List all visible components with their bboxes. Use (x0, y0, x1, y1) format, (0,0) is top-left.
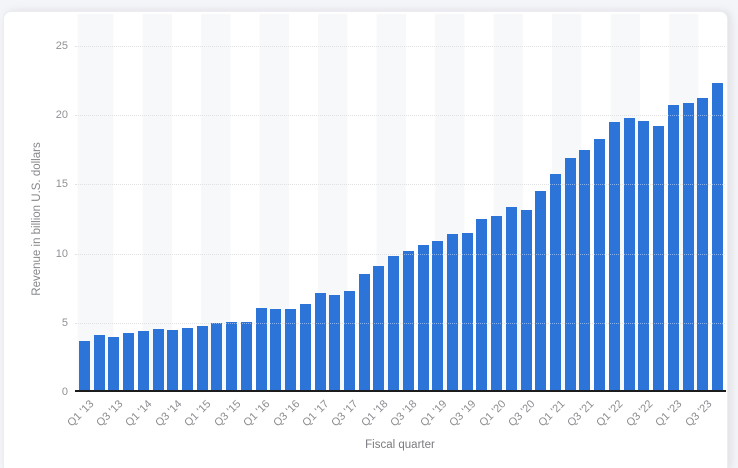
revenue-bar-q215[interactable] (211, 322, 223, 392)
revenue-bar-q122[interactable] (608, 121, 620, 392)
y-tick-label: 0 (61, 386, 68, 398)
revenue-bar-q220[interactable] (505, 207, 517, 392)
revenue-bar-q320[interactable] (520, 209, 532, 392)
revenue-bar-q318[interactable] (402, 251, 414, 392)
revenue-bar-q123[interactable] (667, 104, 679, 392)
y-axis-title: Revenue in billion U.S. dollars (31, 142, 43, 296)
revenue-bar-q422[interactable] (653, 126, 665, 392)
gridline-10 (75, 253, 725, 255)
revenue-bar-q217[interactable] (329, 294, 341, 392)
revenue-bar-q315[interactable] (226, 322, 238, 392)
revenue-bar-q219[interactable] (447, 233, 458, 392)
revenue-bar-q415[interactable] (240, 321, 252, 392)
revenue-bar-q317[interactable] (343, 291, 355, 392)
revenue-bar-q121[interactable] (550, 173, 562, 392)
revenue-bar-q417[interactable] (358, 274, 370, 392)
y-tick-label: 25 (55, 40, 68, 52)
revenue-bar-q319[interactable] (461, 233, 473, 392)
revenue-bar-q117[interactable] (314, 292, 326, 392)
revenue-bar-q114[interactable] (137, 331, 149, 392)
revenue-bar-q218[interactable] (388, 255, 400, 392)
gridline-5 (75, 322, 725, 324)
revenue-bar-q314[interactable] (167, 329, 179, 392)
gridline-overlay-20 (75, 115, 725, 117)
revenue-bar-q322[interactable] (638, 120, 650, 392)
revenue-bar-q316[interactable] (285, 309, 297, 392)
y-tick-label: 10 (55, 247, 68, 260)
x-axis-title: Fiscal quarter (365, 439, 435, 451)
revenue-bar-q423[interactable] (711, 83, 723, 392)
revenue-bar-q414[interactable] (182, 328, 194, 392)
gridline-overlay-10 (75, 253, 725, 255)
revenue-bar-q313[interactable] (108, 336, 120, 392)
revenue-bar-q421[interactable] (594, 139, 606, 392)
revenue-bar-q120[interactable] (491, 215, 503, 392)
revenue-bar-q214[interactable] (152, 328, 164, 392)
revenue-bar-q119[interactable] (432, 241, 444, 392)
revenue-bar-q115[interactable] (196, 325, 208, 392)
x-axis-line (75, 390, 726, 392)
revenue-bar-q413[interactable] (123, 333, 135, 392)
y-tick-label: 20 (55, 109, 68, 122)
revenue-bar-q420[interactable] (535, 190, 547, 392)
gridline-15 (75, 184, 725, 186)
gridline-overlay-15 (75, 184, 725, 186)
revenue-bar-q419[interactable] (476, 218, 488, 392)
revenue-bar-q416[interactable] (299, 304, 311, 392)
revenue-bar-q223[interactable] (682, 102, 694, 392)
revenue-bar-q321[interactable] (579, 149, 591, 392)
revenue-bar-q216[interactable] (270, 309, 282, 392)
revenue-bar-q323[interactable] (697, 98, 709, 392)
gridline-overlay-25 (75, 46, 725, 47)
gridline-overlay-5 (75, 322, 725, 324)
revenue-bar-q213[interactable] (93, 335, 105, 392)
revenue-bar-q222[interactable] (623, 117, 635, 392)
revenue-bar-q116[interactable] (255, 308, 267, 392)
revenue-bar-q113[interactable] (79, 340, 90, 392)
gridline-25 (75, 46, 725, 47)
gridline-20 (75, 115, 725, 117)
y-tick-label: 5 (61, 316, 68, 329)
revenue-bar-q221[interactable] (564, 158, 576, 392)
y-tick-label: 15 (55, 178, 68, 191)
revenue-bar-q418[interactable] (417, 245, 429, 392)
revenue-bar-q118[interactable] (373, 265, 385, 392)
